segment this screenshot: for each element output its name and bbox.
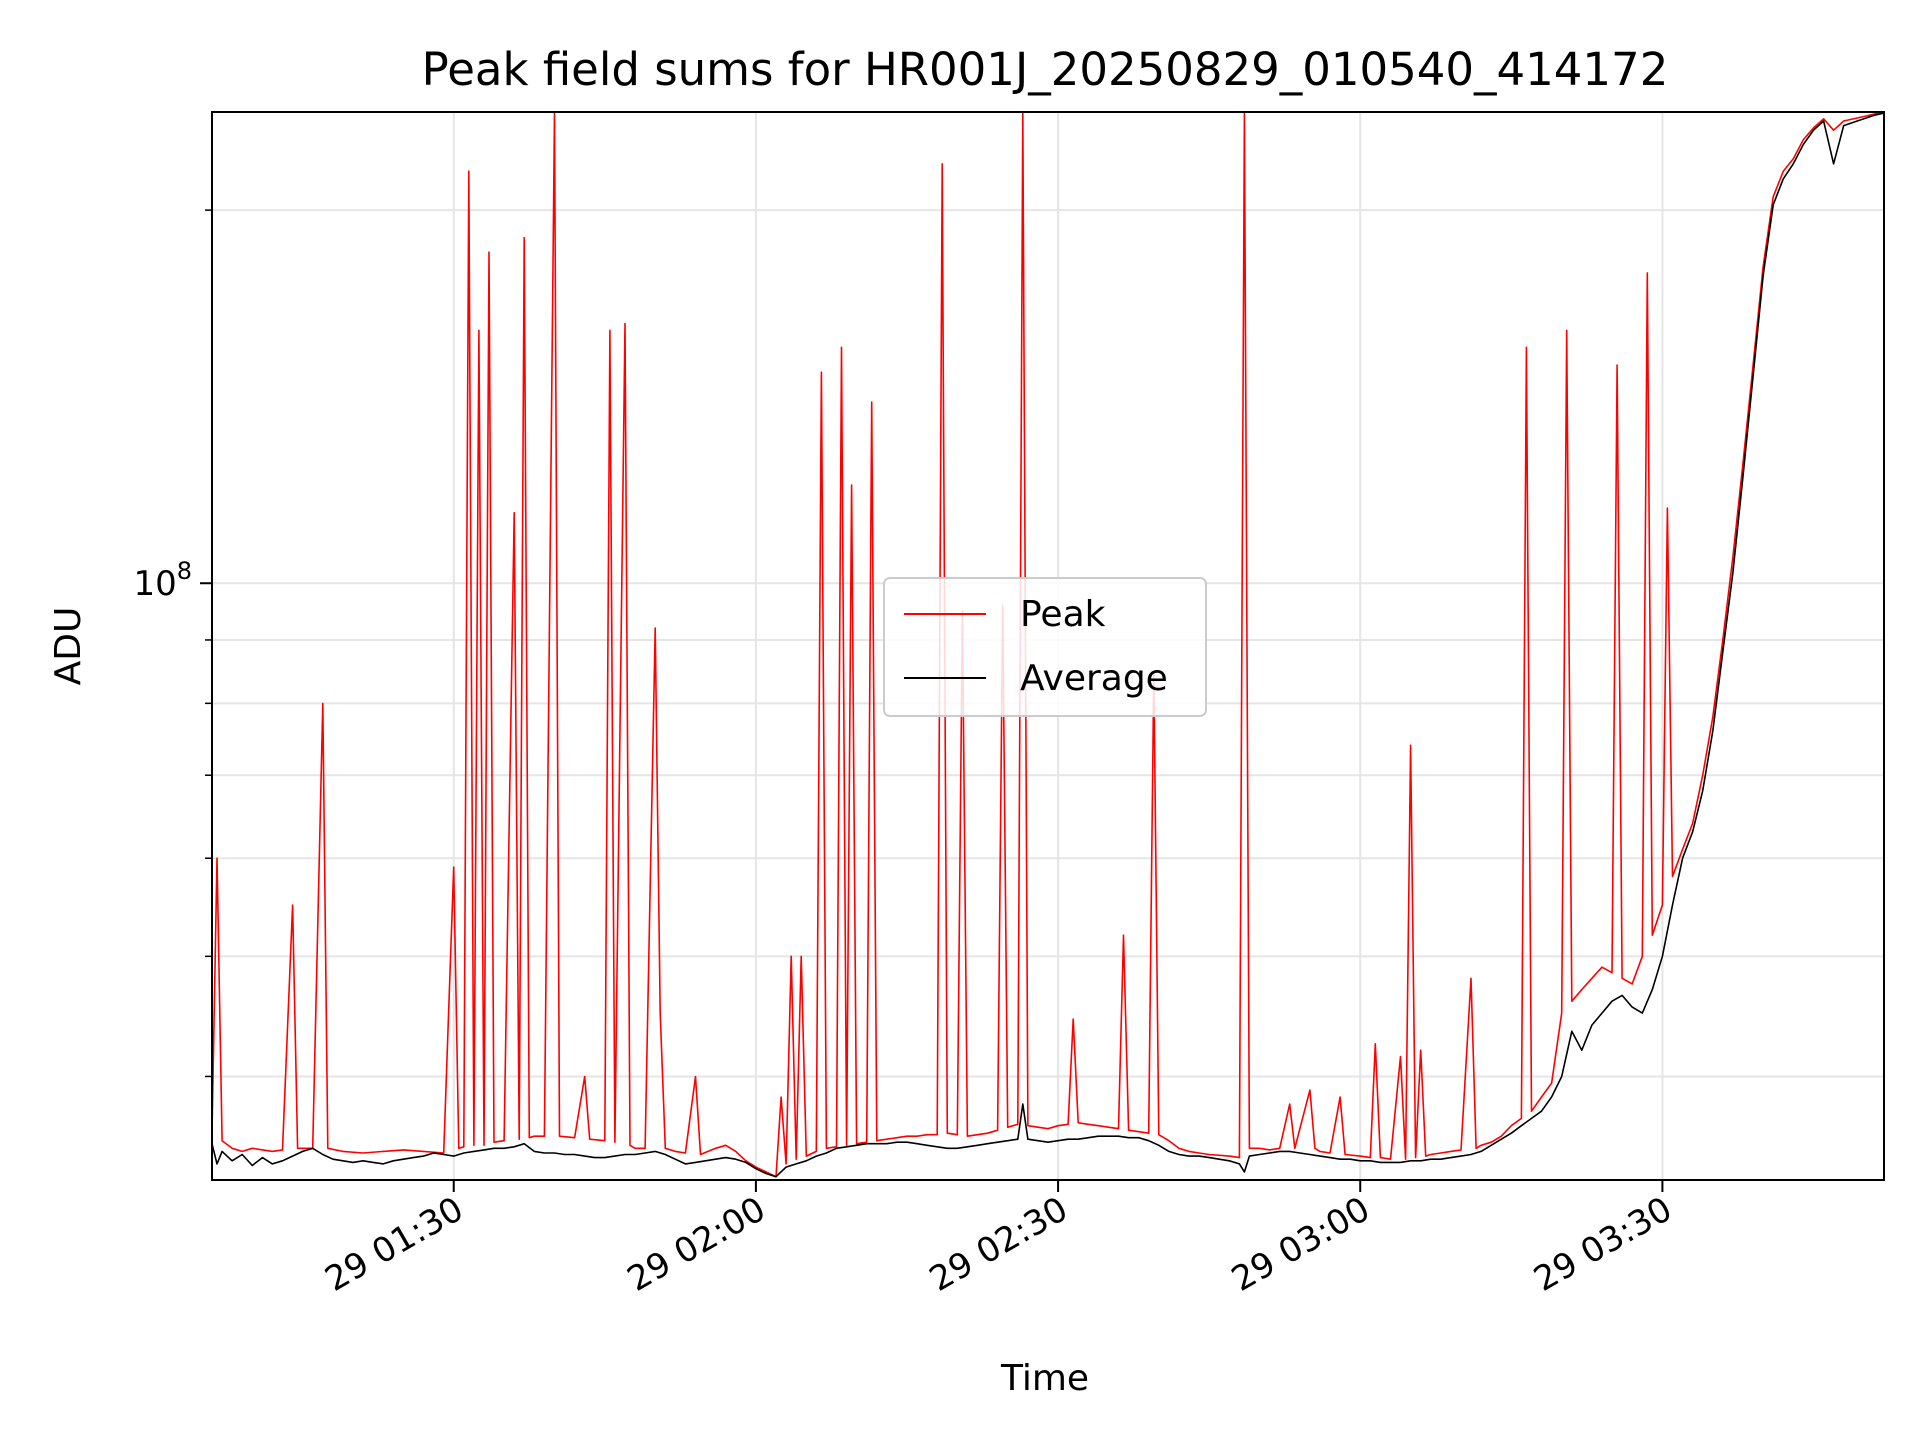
y-tick-label-exponent: 8 xyxy=(177,557,192,585)
y-axis-ticks: 108 xyxy=(133,209,212,1078)
y-tick-label: 108 xyxy=(133,557,192,604)
legend: Peak Average xyxy=(883,577,1207,717)
y-axis-label: ADU xyxy=(48,607,89,686)
legend-box xyxy=(883,577,1207,717)
series-lines xyxy=(211,111,1885,1178)
y-tick-label-base: 10 xyxy=(133,564,176,604)
series-line-average xyxy=(211,112,1885,1178)
x-axis-label: Time xyxy=(1000,1358,1089,1399)
legend-label-average: Average xyxy=(1020,658,1168,699)
plot-area-frame xyxy=(211,111,1885,1181)
chart-title: Peak field sums for HR001J_20250829_0105… xyxy=(422,43,1669,96)
legend-label-peak: Peak xyxy=(1020,594,1106,635)
series-line-peak xyxy=(211,111,1885,1178)
